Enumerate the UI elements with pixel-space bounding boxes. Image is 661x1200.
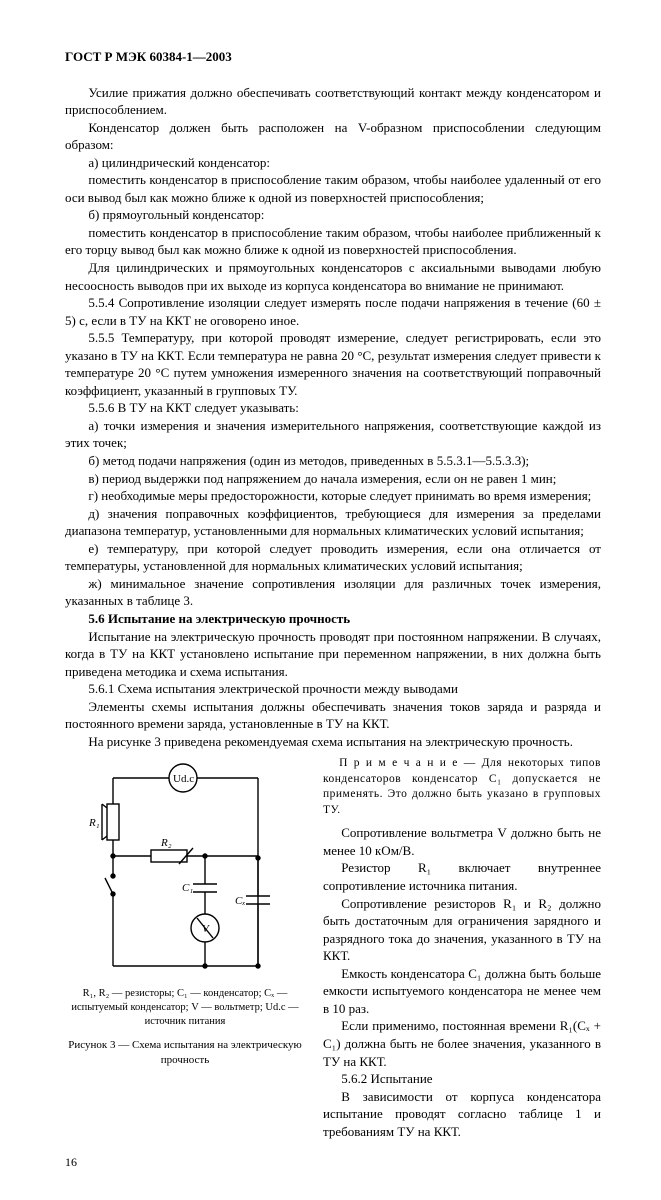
list-item: д) значения поправочных коэффициентов, т… <box>65 505 601 540</box>
note: П р и м е ч а н и е — Для некоторых типо… <box>323 756 601 818</box>
paragraph: В зависимости от корпуса конденсатора ис… <box>323 1088 601 1141</box>
figure-title: Рисунок 3 — Схема испытания на электриче… <box>65 1038 305 1067</box>
two-column-region: Ud.c R₁ R₂ C₁ V Cₓ R₁, R₂ — резисторы; C… <box>65 756 601 1140</box>
paragraph: 5.6.2 Испытание <box>323 1070 601 1088</box>
paragraph: Сопротивление резисторов R₁ и R₂ должно … <box>323 895 601 965</box>
list-item: г) необходимые меры предосторожности, ко… <box>65 487 601 505</box>
circuit-diagram-icon: Ud.c R₁ R₂ C₁ V Cₓ <box>83 756 288 981</box>
text-column: П р и м е ч а н и е — Для некоторых типо… <box>323 756 601 1140</box>
document-id: ГОСТ Р МЭК 60384-1—2003 <box>65 48 601 66</box>
paragraph: Конденсатор должен быть расположен на V-… <box>65 119 601 154</box>
label-r2: R₂ <box>160 837 172 849</box>
paragraph: поместить конденсатор в приспособление т… <box>65 224 601 259</box>
figure-caption: R₁, R₂ — резисторы; C₁ — конденсатор; Cₓ… <box>65 987 305 1028</box>
paragraph: Если применимо, постоянная времени R₁(Cₓ… <box>323 1017 601 1070</box>
paragraph: Испытание на электрическую прочность про… <box>65 628 601 681</box>
paragraph: Элементы схемы испытания должны обеспечи… <box>65 698 601 733</box>
list-item: б) метод подачи напряжения (один из мето… <box>65 452 601 470</box>
list-item: е) температуру, при которой следует пров… <box>65 540 601 575</box>
label-udc: Ud.c <box>173 773 194 785</box>
page-number: 16 <box>65 1154 601 1170</box>
list-item: а) цилиндрический конденсатор: <box>65 154 601 172</box>
section-title: Испытание на электрическую прочность <box>105 611 351 626</box>
paragraph: Для цилиндрических и прямоугольных конде… <box>65 259 601 294</box>
paragraph: Сопротивление вольтметра V должно быть н… <box>323 824 601 859</box>
list-item: а) точки измерения и значения измеритель… <box>65 417 601 452</box>
label-c1: C₁ <box>182 882 193 894</box>
page: ГОСТ Р МЭК 60384-1—2003 Усилие прижатия … <box>0 0 661 1200</box>
paragraph: 5.6.1 Схема испытания электрической проч… <box>65 680 601 698</box>
figure-3: Ud.c R₁ R₂ C₁ V Cₓ R₁, R₂ — резисторы; C… <box>65 756 305 1067</box>
figure-column: Ud.c R₁ R₂ C₁ V Cₓ R₁, R₂ — резисторы; C… <box>65 756 305 1140</box>
list-item: б) прямоугольный конденсатор: <box>65 206 601 224</box>
paragraph: Емкость конденсатора C₁ должна быть боль… <box>323 965 601 1018</box>
paragraph: Резистор R₁ включает внутреннее сопротив… <box>323 859 601 894</box>
paragraph: На рисунке 3 приведена рекомендуемая схе… <box>65 733 601 751</box>
list-item: ж) минимальное значение сопротивления из… <box>65 575 601 610</box>
label-r1: R₁ <box>88 817 100 829</box>
paragraph: 5.5.5 Температуру, при которой проводят … <box>65 329 601 399</box>
paragraph: Усилие прижатия должно обеспечивать соот… <box>65 84 601 119</box>
paragraph: поместить конденсатор в приспособление т… <box>65 171 601 206</box>
list-item: в) период выдержки под напряжением до на… <box>65 470 601 488</box>
paragraph: 5.5.4 Сопротивление изоляции следует изм… <box>65 294 601 329</box>
paragraph: 5.5.6 В ТУ на ККТ следует указывать: <box>65 399 601 417</box>
section-number: 5.6 <box>88 611 104 626</box>
label-cx: Cₓ <box>235 895 245 907</box>
section-heading: 5.6 Испытание на электрическую прочность <box>65 610 601 628</box>
